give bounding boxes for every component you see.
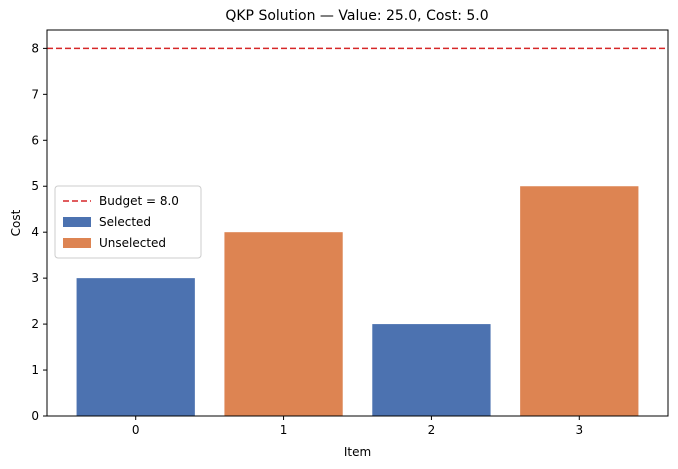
y-tick-label: 4 bbox=[31, 225, 39, 239]
legend-selected-swatch bbox=[63, 217, 91, 227]
y-tick-label: 2 bbox=[31, 317, 39, 331]
legend-unselected-label: Unselected bbox=[99, 236, 166, 250]
bar-item-3 bbox=[520, 186, 639, 416]
x-axis: 0 1 2 3 bbox=[132, 416, 583, 437]
legend-selected-label: Selected bbox=[99, 215, 151, 229]
y-tick-label: 0 bbox=[31, 409, 39, 423]
x-tick-label: 0 bbox=[132, 423, 140, 437]
bars-group bbox=[76, 186, 639, 416]
y-tick-label: 8 bbox=[31, 41, 39, 55]
plot-frame bbox=[46, 29, 669, 417]
legend-unselected-swatch bbox=[63, 238, 91, 248]
bar-item-1 bbox=[224, 232, 343, 416]
legend-budget-label: Budget = 8.0 bbox=[99, 194, 179, 208]
x-tick-label: 2 bbox=[428, 423, 436, 437]
x-tick-label: 3 bbox=[575, 423, 583, 437]
bar-item-2 bbox=[372, 324, 491, 416]
chart-title: QKP Solution — Value: 25.0, Cost: 5.0 bbox=[225, 8, 488, 24]
y-tick-label: 1 bbox=[31, 363, 39, 377]
y-tick-label: 7 bbox=[31, 87, 39, 101]
y-tick-label: 3 bbox=[31, 271, 39, 285]
y-axis: 0 1 2 3 4 5 6 7 8 bbox=[31, 41, 47, 423]
y-axis-label: Cost bbox=[9, 209, 23, 236]
bar-item-0 bbox=[76, 278, 195, 416]
y-tick-label: 5 bbox=[31, 179, 39, 193]
legend-box bbox=[54, 185, 202, 259]
x-tick-label: 1 bbox=[280, 423, 288, 437]
y-tick-label: 6 bbox=[31, 133, 39, 147]
legend: Budget = 8.0 Selected Unselected bbox=[54, 185, 202, 259]
x-axis-label: Item bbox=[344, 445, 371, 459]
